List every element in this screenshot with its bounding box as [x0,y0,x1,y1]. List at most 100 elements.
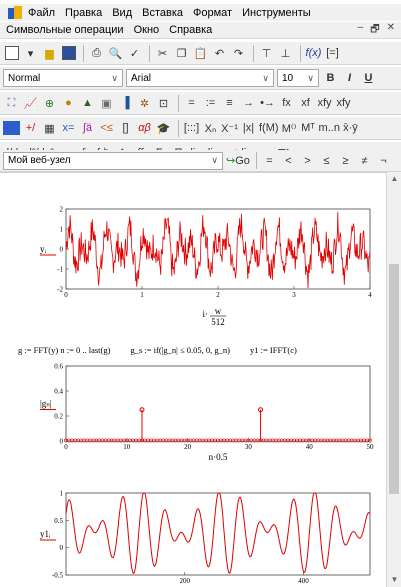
scroll-up-icon[interactable]: ▲ [390,174,399,183]
spectrum-point [216,438,220,443]
evaluation-palette-icon[interactable]: ● [65,97,72,109]
spellcheck-icon[interactable]: ✓ [129,47,140,60]
formula-fft[interactable]: g := FFT(y) n := 0 .. last(g) [18,345,111,355]
print-icon[interactable]: ⎙ [92,46,101,59]
menu-symbolics[interactable]: Символьные операции [6,24,124,36]
graduate-cap-icon[interactable]: 🎓 [156,122,171,135]
save-icon[interactable] [60,44,77,62]
alpha-beta-icon[interactable]: αβ [138,122,151,134]
bool-less[interactable]: < [285,154,292,167]
spectrum-point [143,438,147,443]
bold-button[interactable]: B [326,72,335,84]
spectrum-point [292,438,296,443]
menu-file[interactable]: Файл [28,6,56,19]
vector-palette-icon[interactable]: ⊕ [44,97,55,110]
worksheet[interactable]: 0 1 2 3 4 2 1 0 -1 -2 yᵢ w 512 i· 0 10 20 30 40 50 0.6 0.4 0.2… [0,172,386,587]
matrix-icon[interactable] [3,121,20,135]
scroll-down-icon[interactable]: ▼ [390,575,399,584]
graph-palette-icon[interactable]: 📈 [23,97,38,110]
op-infix[interactable]: xfy [317,97,332,109]
style-select[interactable]: Normal ∨ [3,69,123,87]
bool-greater-equal[interactable]: ≥ [342,154,349,167]
close-icon[interactable]: ✕ [386,21,395,33]
minimize-icon[interactable]: – [357,21,364,33]
matrix-inverse[interactable]: X⁻¹ [221,122,238,135]
paste-icon[interactable]: 📋 [193,47,208,60]
op-global-define[interactable]: ≡ [226,97,233,109]
op-treefix[interactable]: xfy [336,97,351,109]
integral-matrix-icon[interactable]: ∫ä [82,122,93,134]
spectrum-point [365,438,369,443]
bool-equal[interactable]: = [266,154,273,167]
web-address-input[interactable]: Мой веб-узел ∨ [3,151,223,170]
op-prefix[interactable]: fx [282,97,291,109]
menu-edit[interactable]: Правка [65,6,103,19]
formula-ifft[interactable]: y1 := IFFT(c) [249,345,297,355]
op-keyword-eval[interactable]: •→ [260,97,275,109]
vertical-scrollbar[interactable]: ▲ ▼ [386,172,401,587]
menu-format[interactable]: Формат [193,6,233,19]
matrix-transpose[interactable]: Mᵀ [301,122,315,134]
dropdown-icon[interactable]: ▾ [27,47,34,60]
bool-less-equal[interactable]: ≤ [323,154,330,167]
menu-insert[interactable]: Вставка [142,6,184,19]
bool-not-equal[interactable]: ≠ [361,154,368,167]
copy-icon[interactable]: ❐ [176,47,187,60]
scroll-thumb[interactable] [389,264,399,494]
spectrum-point [115,438,120,443]
matrix-column[interactable]: M⁽⁾ [281,122,297,135]
matrix-determinant[interactable]: |x| [242,122,255,134]
matrix-insert[interactable]: [:::] [183,122,200,134]
matrix-subscript[interactable]: Xₙ [204,122,217,135]
cross-plot-icon[interactable]: +/ [25,122,36,134]
align-top-icon[interactable]: ⊤ [261,47,272,60]
op-define[interactable]: := [205,97,216,109]
restore-icon[interactable]: 🗗 [370,23,380,35]
menu-window[interactable]: Окно [133,24,160,36]
font-size-select[interactable]: 10 ∨ [277,69,319,87]
boolean-palette-icon[interactable]: ▣ [101,97,112,110]
calculus-palette-icon[interactable]: ▲ [82,97,93,109]
greek-palette-icon[interactable]: ✲ [139,97,150,110]
programming-palette-icon[interactable]: ▐ [121,97,130,109]
op-equals[interactable]: = [188,97,195,109]
spectrum-point [161,438,166,443]
spectrum-point [155,438,160,443]
open-folder-icon[interactable]: ▆ [45,47,54,60]
spectrum-point [200,438,205,443]
matrix-range[interactable]: m..n [318,122,340,134]
x-tick-label-0: 3 [292,291,296,299]
bool-greater[interactable]: > [304,154,311,167]
insert-function-icon[interactable]: f(x) [305,47,322,59]
bool-not[interactable]: ¬ [380,154,387,167]
new-document-icon[interactable] [3,44,20,62]
italic-button[interactable]: I [347,72,352,84]
spectrum-point [73,438,78,443]
op-symbolic-eval[interactable]: → [243,97,254,109]
x-tick-label-1: 30 [245,443,253,451]
menu-help[interactable]: Справка [169,24,213,36]
formula-threshold[interactable]: g_s := if(|g_n| ≤ 0.05, 0, g_n) [130,345,230,355]
op-postfix[interactable]: xf [301,97,310,109]
symbolic-palette-icon[interactable]: ⊡ [158,97,169,110]
insert-unit-icon[interactable]: [=] [326,47,339,59]
equals-equals-icon[interactable]: x= [62,122,75,134]
spectrum-point [349,438,354,443]
menu-view[interactable]: Вид [112,6,133,19]
underline-button[interactable]: U [364,72,373,84]
bracket-icon[interactable]: [] [122,122,129,134]
go-button[interactable]: ↪ Go [226,154,250,168]
matrix-dot[interactable]: x̄·ȳ [343,122,358,134]
redo-icon[interactable]: ↷ [233,47,244,60]
print-preview-icon[interactable]: 🔍 [108,47,123,60]
matrix-vectorize[interactable]: f(M) [259,122,279,134]
spectrum-point [164,438,169,443]
menu-tools[interactable]: Инструменты [242,6,311,19]
cut-icon[interactable]: ✂ [157,47,168,60]
undo-icon[interactable]: ↶ [214,47,225,60]
calculator-palette-icon[interactable]: ⛶ [7,96,16,109]
align-bottom-icon[interactable]: ⊥ [280,47,291,60]
matrix-grid-icon[interactable]: ▦ [44,122,55,135]
lessthan-equal-icon[interactable]: <≤ [100,122,113,134]
font-select[interactable]: Arial ∨ [126,69,274,87]
